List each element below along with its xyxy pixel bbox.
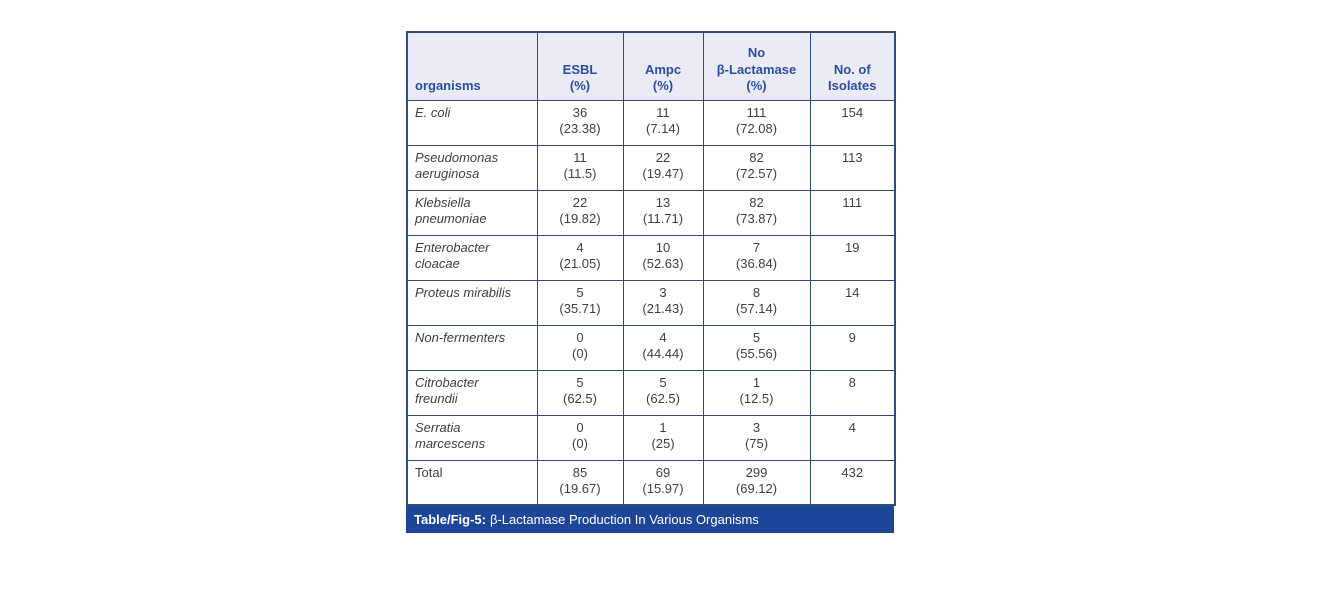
table-row: Proteus mirabilis 5 (35.71) 3 (21.43) 8 … (406, 279, 896, 326)
cell-organism: Proteus mirabilis (406, 279, 538, 326)
cell-no-beta-lactamase: 82 (73.87) (702, 189, 811, 236)
caption-label: Table/Fig-5: (414, 512, 486, 527)
cell-esbl: 5 (62.5) (536, 369, 624, 416)
cell-esbl: 5 (35.71) (536, 279, 624, 326)
cell-organism-total: Total (406, 459, 538, 506)
cell-organism: Klebsiella pneumoniae (406, 189, 538, 236)
col-header-ampc: Ampc (%) (622, 31, 704, 101)
table-row: Non-fermenters 0 (0) 4 (44.44) 5 (55.56)… (406, 324, 896, 371)
cell-organism: Pseudomonas aeruginosa (406, 144, 538, 191)
table-row: Citrobacter freundii 5 (62.5) 5 (62.5) 1… (406, 369, 896, 416)
table-row: Pseudomonas aeruginosa 11 (11.5) 22 (19.… (406, 144, 896, 191)
cell-no-beta-lactamase: 7 (36.84) (702, 234, 811, 281)
table-figure: organisms ESBL (%) Ampc (%) No β-Lactama… (406, 31, 896, 533)
cell-organism: E. coli (406, 99, 538, 146)
beta-lactamase-table: organisms ESBL (%) Ampc (%) No β-Lactama… (406, 31, 896, 506)
cell-organism: Non-fermenters (406, 324, 538, 371)
col-header-isolates: No. of Isolates (809, 31, 896, 101)
cell-esbl: 11 (11.5) (536, 144, 624, 191)
cell-isolates: 4 (809, 414, 896, 461)
cell-esbl: 0 (0) (536, 414, 624, 461)
table-row: Serratia marcescens 0 (0) 1 (25) 3 (75) … (406, 414, 896, 461)
cell-no-beta-lactamase: 5 (55.56) (702, 324, 811, 371)
cell-organism: Citrobacter freundii (406, 369, 538, 416)
cell-organism: Enterobacter cloacae (406, 234, 538, 281)
cell-isolates: 111 (809, 189, 896, 236)
col-header-organisms: organisms (406, 31, 538, 101)
cell-isolates: 14 (809, 279, 896, 326)
table-header-row: organisms ESBL (%) Ampc (%) No β-Lactama… (406, 31, 896, 101)
cell-no-beta-lactamase: 82 (72.57) (702, 144, 811, 191)
cell-esbl: 85 (19.67) (536, 459, 624, 506)
cell-esbl: 36 (23.38) (536, 99, 624, 146)
cell-isolates: 8 (809, 369, 896, 416)
col-header-no-beta-lactamase: No β-Lactamase (%) (702, 31, 811, 101)
cell-no-beta-lactamase: 3 (75) (702, 414, 811, 461)
cell-ampc: 11 (7.14) (622, 99, 704, 146)
cell-isolates: 19 (809, 234, 896, 281)
col-header-esbl: ESBL (%) (536, 31, 624, 101)
cell-no-beta-lactamase: 1 (12.5) (702, 369, 811, 416)
cell-ampc: 10 (52.63) (622, 234, 704, 281)
cell-isolates: 113 (809, 144, 896, 191)
cell-isolates: 432 (809, 459, 896, 506)
cell-no-beta-lactamase: 8 (57.14) (702, 279, 811, 326)
cell-organism: Serratia marcescens (406, 414, 538, 461)
cell-ampc: 69 (15.97) (622, 459, 704, 506)
cell-ampc: 22 (19.47) (622, 144, 704, 191)
cell-ampc: 4 (44.44) (622, 324, 704, 371)
cell-isolates: 154 (809, 99, 896, 146)
cell-ampc: 1 (25) (622, 414, 704, 461)
cell-no-beta-lactamase: 111 (72.08) (702, 99, 811, 146)
cell-no-beta-lactamase: 299 (69.12) (702, 459, 811, 506)
caption-text: β-Lactamase Production In Various Organi… (489, 512, 759, 527)
cell-ampc: 13 (11.71) (622, 189, 704, 236)
cell-ampc: 5 (62.5) (622, 369, 704, 416)
table-row: Enterobacter cloacae 4 (21.05) 10 (52.63… (406, 234, 896, 281)
table-row: E. coli 36 (23.38) 11 (7.14) 111 (72.08)… (406, 99, 896, 146)
cell-isolates: 9 (809, 324, 896, 371)
cell-esbl: 0 (0) (536, 324, 624, 371)
cell-ampc: 3 (21.43) (622, 279, 704, 326)
cell-esbl: 22 (19.82) (536, 189, 624, 236)
table-row-total: Total 85 (19.67) 69 (15.97) 299 (69.12) … (406, 459, 896, 506)
cell-esbl: 4 (21.05) (536, 234, 624, 281)
table-caption: Table/Fig-5: β-Lactamase Production In V… (406, 506, 894, 533)
table-row: Klebsiella pneumoniae 22 (19.82) 13 (11.… (406, 189, 896, 236)
